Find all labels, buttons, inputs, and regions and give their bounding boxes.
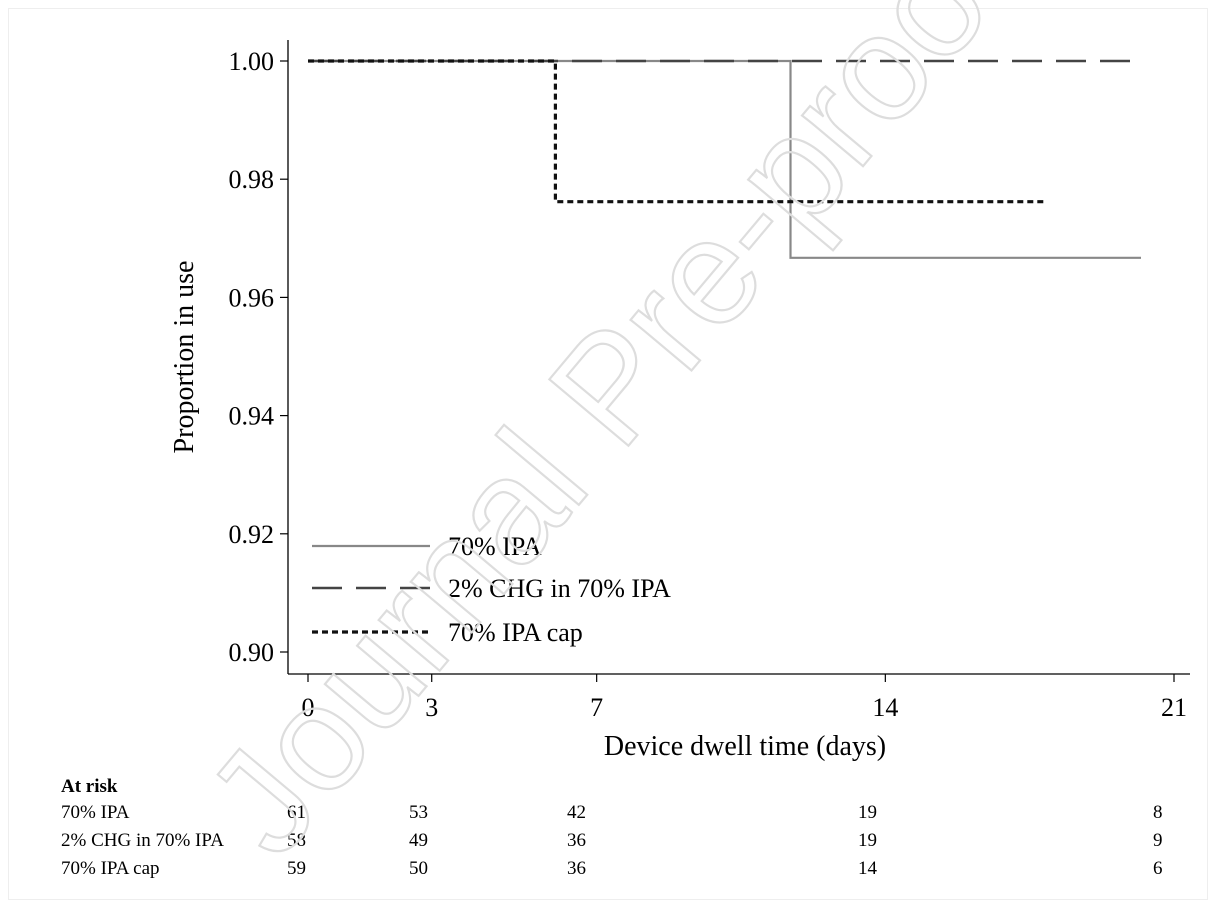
at-risk-value: 58 (287, 830, 306, 851)
x-tick-label: 14 (872, 693, 898, 722)
at-risk-row-label: 2% CHG in 70% IPA (61, 830, 224, 851)
at-risk-table: At risk 70% IPA 61 53 42 19 8 2% CHG in 70% IPA… (61, 776, 1163, 879)
at-risk-value: 19 (858, 802, 877, 823)
at-risk-value: 14 (858, 858, 878, 879)
x-tick-label: 7 (590, 693, 603, 722)
y-tick-label: 1.00 (229, 47, 275, 76)
y-tick-label: 0.96 (229, 283, 275, 312)
at-risk-value: 19 (858, 830, 877, 851)
at-risk-value: 36 (567, 858, 586, 879)
x-tick-label: 0 (302, 693, 315, 722)
at-risk-value: 59 (287, 858, 306, 879)
y-tick-label: 0.92 (229, 520, 275, 549)
axes: 0.90 0.92 0.94 0.96 0.98 1.00 0 3 7 14 21 Device dw… (169, 40, 1190, 762)
y-tick-label: 0.94 (229, 402, 275, 431)
legend-label-1: 70% IPA (448, 532, 542, 561)
y-tick-label: 0.98 (229, 165, 275, 194)
legend-label-3: 70% IPA cap (448, 618, 583, 647)
at-risk-value: 6 (1153, 858, 1163, 879)
x-tick-label: 21 (1161, 693, 1187, 722)
legend-label-2: 2% CHG in 70% IPA (448, 574, 671, 603)
at-risk-value: 61 (287, 802, 306, 823)
x-tick-label: 3 (425, 693, 438, 722)
figure-frame (8, 8, 1208, 900)
y-tick-label: 0.90 (229, 638, 275, 667)
legend: 70% IPA 2% CHG in 70% IPA 70% IPA cap (312, 532, 671, 647)
at-risk-row-label: 70% IPA (61, 802, 130, 823)
at-risk-row-label: 70% IPA cap (61, 858, 160, 879)
series-line-1 (308, 59, 1141, 259)
series-layer (308, 59, 1141, 259)
at-risk-value: 49 (409, 830, 428, 851)
at-risk-value: 53 (409, 802, 428, 823)
at-risk-value: 36 (567, 830, 586, 851)
series-line-3 (308, 59, 1047, 204)
y-axis-title: Proportion in use (169, 261, 200, 454)
at-risk-value: 9 (1153, 830, 1163, 851)
at-risk-value: 42 (567, 802, 586, 823)
at-risk-value: 8 (1153, 802, 1163, 823)
at-risk-value: 50 (409, 858, 428, 879)
at-risk-header: At risk (61, 776, 118, 797)
x-axis-title: Device dwell time (days) (604, 731, 886, 762)
